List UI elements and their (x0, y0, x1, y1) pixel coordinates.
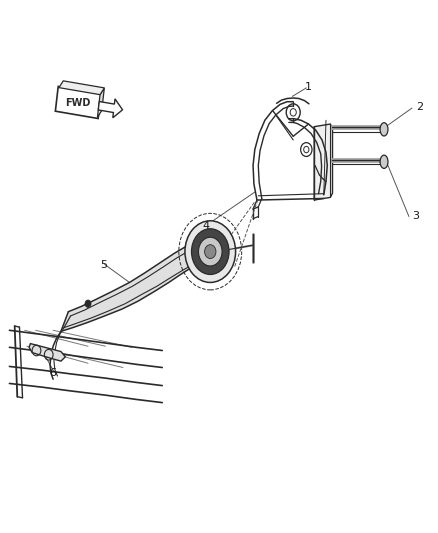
Text: 6: 6 (49, 368, 57, 378)
Polygon shape (59, 81, 104, 95)
Text: 4: 4 (202, 221, 209, 231)
FancyBboxPatch shape (55, 86, 101, 118)
Text: 2: 2 (416, 102, 424, 112)
Text: FWD: FWD (65, 98, 91, 108)
Text: 1: 1 (305, 82, 312, 92)
Polygon shape (314, 124, 332, 200)
Polygon shape (98, 99, 123, 118)
Ellipse shape (380, 155, 388, 168)
Circle shape (205, 245, 216, 259)
Text: 3: 3 (412, 211, 419, 221)
Circle shape (191, 229, 229, 274)
Circle shape (198, 237, 222, 266)
Polygon shape (61, 237, 204, 332)
Polygon shape (97, 88, 104, 117)
Text: 5: 5 (100, 261, 107, 270)
Circle shape (185, 221, 236, 282)
Polygon shape (29, 344, 65, 361)
Circle shape (85, 300, 91, 308)
Ellipse shape (380, 123, 388, 136)
